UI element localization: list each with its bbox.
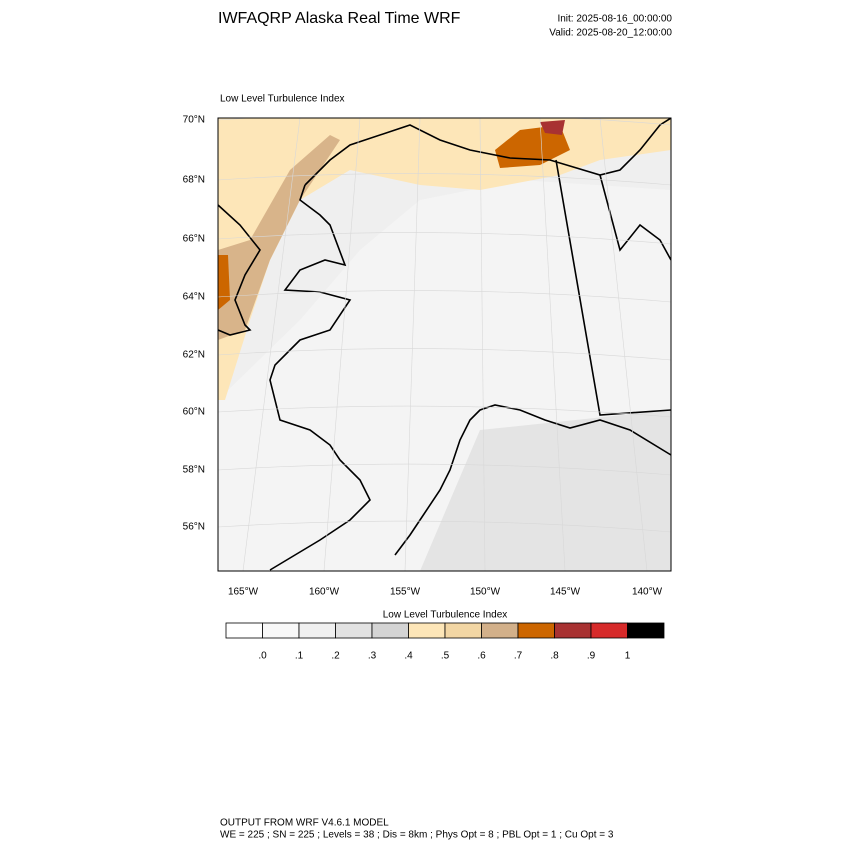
map-title: Low Level Turbulence Index [220, 94, 345, 105]
footer-line: WE = 225 ; SN = 225 ; Levels = 38 ; Dis … [220, 830, 614, 841]
colorbar [225, 622, 665, 639]
colorbar-label: .9 [587, 651, 596, 662]
lat-labels: 70°N 68°N 66°N 64°N 62°N 60°N 58°N 56°N [183, 115, 205, 533]
lon-label: 140°W [632, 587, 663, 598]
colorbar-labels: .0 .1 .2 .3 .4 .5 .6 .7 .8 .9 1 [258, 651, 630, 662]
colorbar-label: 1 [625, 651, 631, 662]
lat-label: 64°N [183, 292, 205, 303]
lat-label: 58°N [183, 465, 205, 476]
title: IWFAQRP Alaska Real Time WRF [218, 10, 461, 27]
colorbar-label: .7 [514, 651, 523, 662]
lon-label: 150°W [470, 587, 501, 598]
lat-label: 66°N [183, 234, 205, 245]
lat-label: 62°N [183, 350, 205, 361]
lon-labels: 165°W 160°W 155°W 150°W 145°W 140°W [228, 587, 663, 598]
colorbar-label: .6 [477, 651, 486, 662]
lat-label: 70°N [183, 115, 205, 126]
lon-label: 145°W [550, 587, 581, 598]
lat-label: 60°N [183, 407, 205, 418]
lon-label: 155°W [390, 587, 421, 598]
colorbar-label: .5 [441, 651, 450, 662]
lat-label: 56°N [183, 522, 205, 533]
valid-time: Valid: 2025-08-20_12:00:00 [549, 28, 672, 39]
footer-line: OUTPUT FROM WRF V4.6.1 MODEL [220, 818, 389, 829]
colorbar-label: .3 [368, 651, 377, 662]
colorbar-title: Low Level Turbulence Index [383, 610, 508, 621]
colorbar-label: .2 [331, 651, 340, 662]
colorbar-label: .0 [258, 651, 267, 662]
map [217, 117, 672, 572]
colorbar-label: .1 [295, 651, 304, 662]
lon-label: 160°W [309, 587, 340, 598]
lat-label: 68°N [183, 175, 205, 186]
lon-label: 165°W [228, 587, 259, 598]
init-time: Init: 2025-08-16_00:00:00 [557, 14, 672, 25]
colorbar-label: .8 [550, 651, 559, 662]
colorbar-label: .4 [404, 651, 413, 662]
